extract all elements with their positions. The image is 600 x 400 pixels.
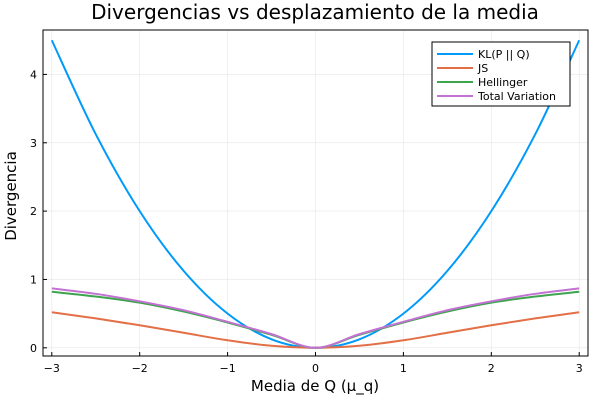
legend-label: Total Variation [477, 90, 556, 103]
y-tick-label: 3 [30, 137, 37, 150]
legend-label: JS [477, 62, 488, 75]
x-tick-label: 1 [400, 362, 407, 375]
series-lines [50, 39, 581, 349]
axis-ticks: −3 −2 −1 0 1 2 3 0 1 2 3 4 [30, 68, 583, 375]
legend-label: KL(P || Q) [478, 48, 530, 61]
y-tick-label: 1 [30, 273, 37, 286]
x-axis-title: Media de Q (μ_q) [251, 377, 379, 396]
series-line-total-variation [51, 287, 580, 349]
x-tick-label: −2 [132, 362, 148, 375]
chart-title: Divergencias vs desplazamiento de la med… [91, 0, 539, 24]
x-tick-label: 0 [312, 362, 319, 375]
y-axis-title: Divergencia [2, 151, 20, 241]
x-tick-label: 2 [488, 362, 495, 375]
x-tick-label: −3 [44, 362, 60, 375]
y-tick-label: 4 [30, 68, 37, 81]
y-tick-label: 0 [30, 342, 37, 355]
x-tick-label: −1 [219, 362, 235, 375]
x-tick-label: 3 [576, 362, 583, 375]
y-tick-label: 2 [30, 205, 37, 218]
legend-label: Hellinger [478, 76, 528, 89]
